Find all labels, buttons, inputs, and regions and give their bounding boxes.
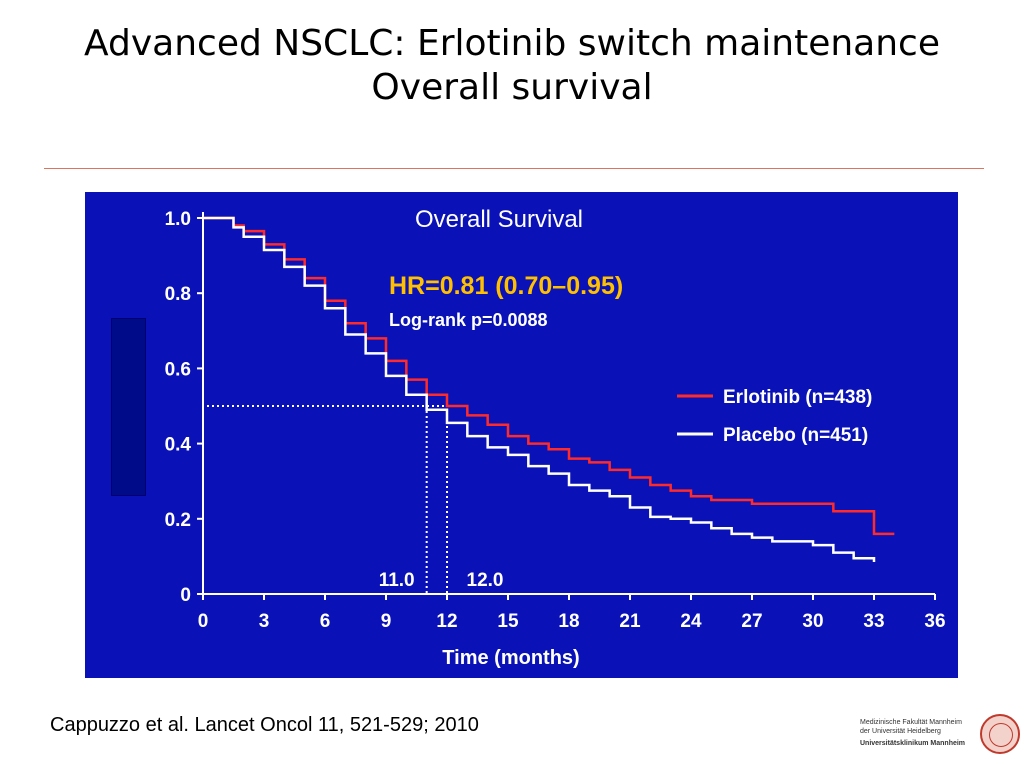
university-seal-icon	[980, 714, 1020, 754]
y-tick-label-0: 0	[180, 585, 191, 606]
logo-line-1: Medizinische Fakultät Mannheim	[860, 719, 962, 726]
x-tick-label-9: 9	[381, 611, 392, 632]
x-tick-label-15: 15	[497, 611, 519, 632]
y-tick-label-0.8: 0.8	[165, 284, 191, 305]
x-tick-label-30: 30	[802, 611, 823, 632]
university-logo: Medizinische Fakultät Mannheim der Unive…	[860, 712, 1024, 768]
x-tick-label-6: 6	[320, 611, 331, 632]
x-tick-label-3: 3	[259, 611, 270, 632]
x-tick-label-36: 36	[924, 611, 945, 632]
citation: Cappuzzo et al. Lancet Oncol 11, 521-529…	[50, 714, 479, 736]
y-tick-label-0.2: 0.2	[165, 510, 191, 531]
x-tick-label-24: 24	[680, 611, 702, 632]
y-tick-label-0.6: 0.6	[165, 359, 191, 380]
x-axis-label: Time (months)	[442, 647, 579, 669]
chart-title: Overall Survival	[415, 206, 583, 233]
logo-line-3: Universitätsklinikum Mannheim	[860, 740, 966, 747]
survival-chart: 0 3 6 9 12 15 18 21 24 27 30 33 3600.20.40.60.81.0Ti…	[165, 206, 946, 669]
hr-annotation: HR=0.81 (0.70–0.95)	[389, 272, 623, 300]
median-label-placebo: 11.0	[379, 570, 415, 591]
slide-title-line-1: Advanced NSCLC: Erlotinib switch mainten…	[84, 23, 940, 64]
logo-line-2: der Universität Heidelberg	[860, 728, 941, 735]
x-tick-label-27: 27	[741, 611, 762, 632]
x-tick-label-33: 33	[863, 611, 884, 632]
y-tick-label-1.0: 1.0	[165, 209, 191, 230]
median-label-erlotinib: 12.0	[467, 570, 504, 591]
logo-text: Medizinische Fakultät Mannheim der Unive…	[860, 718, 978, 748]
y-tick-label-0.4: 0.4	[165, 435, 192, 456]
slide-title: Advanced NSCLC: Erlotinib switch mainten…	[0, 22, 1024, 110]
series-curve-erlotinib	[203, 216, 895, 536]
slide-title-line-2: Overall survival	[371, 67, 653, 108]
seal-inner-ring	[989, 723, 1013, 747]
legend-label-placebo: Placebo (n=451)	[723, 425, 868, 446]
x-tick-label-0: 0	[198, 611, 209, 632]
x-tick-label-12: 12	[436, 611, 457, 632]
x-tick-label-21: 21	[619, 611, 641, 632]
logrank-annotation: Log-rank p=0.0088	[389, 310, 548, 330]
title-divider	[44, 168, 984, 169]
x-tick-label-18: 18	[558, 611, 579, 632]
legend-label-erlotinib: Erlotinib (n=438)	[723, 387, 872, 408]
dark-blue-box	[111, 318, 146, 496]
series-curve-placebo	[203, 216, 876, 563]
